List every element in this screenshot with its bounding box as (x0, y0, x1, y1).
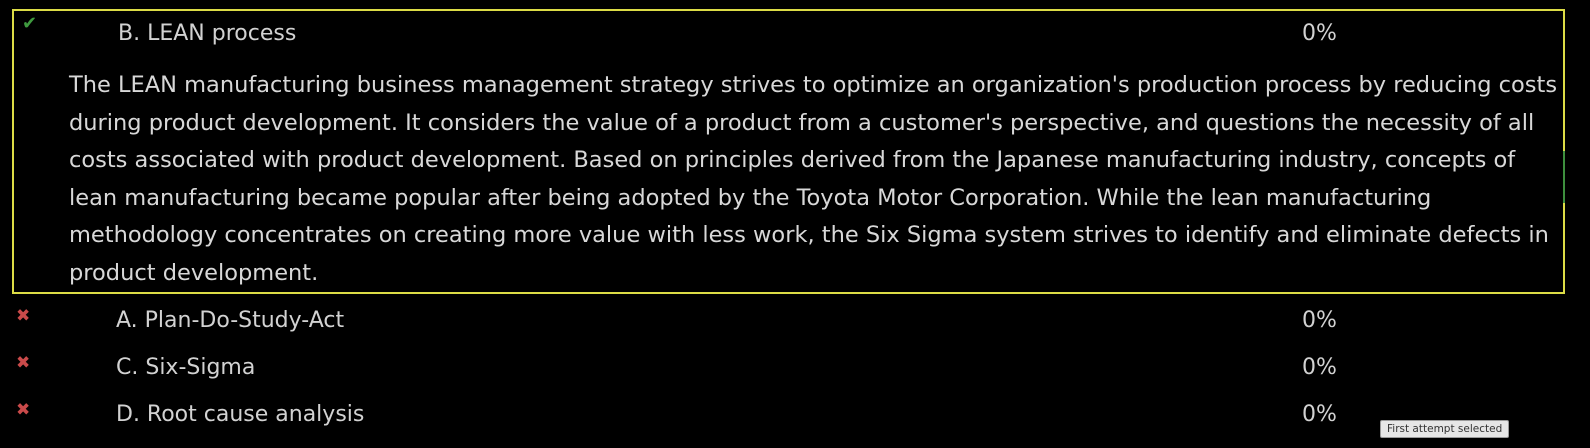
answer-percent: 0% (1302, 308, 1337, 333)
answer-percent: 0% (1302, 21, 1337, 46)
cross-icon: ✖ (16, 353, 31, 373)
answer-label: D. Root cause analysis (116, 402, 365, 427)
answer-label: B. LEAN process (118, 21, 297, 46)
answer-option[interactable]: ✖ C. Six-Sigma 0% (0, 348, 1590, 390)
scrollbar[interactable] (1563, 151, 1565, 203)
checkmark-icon: ✔ (22, 13, 38, 34)
answer-percent: 0% (1302, 402, 1337, 427)
answer-option[interactable]: ✖ A. Plan-Do-Study-Act 0% (0, 301, 1590, 343)
cross-icon: ✖ (16, 400, 31, 420)
answer-label: C. Six-Sigma (116, 355, 256, 380)
answer-option[interactable]: ✖ D. Root cause analysis 0% (0, 395, 1590, 437)
answer-label: A. Plan-Do-Study-Act (116, 308, 345, 333)
answer-percent: 0% (1302, 355, 1337, 380)
answer-feedback: The LEAN manufacturing business manageme… (69, 72, 1558, 286)
answer-option-correct[interactable]: ✔ B. LEAN process 0% The LEAN manufactur… (12, 9, 1565, 294)
cross-icon: ✖ (16, 306, 31, 326)
tooltip: First attempt selected (1380, 420, 1510, 438)
